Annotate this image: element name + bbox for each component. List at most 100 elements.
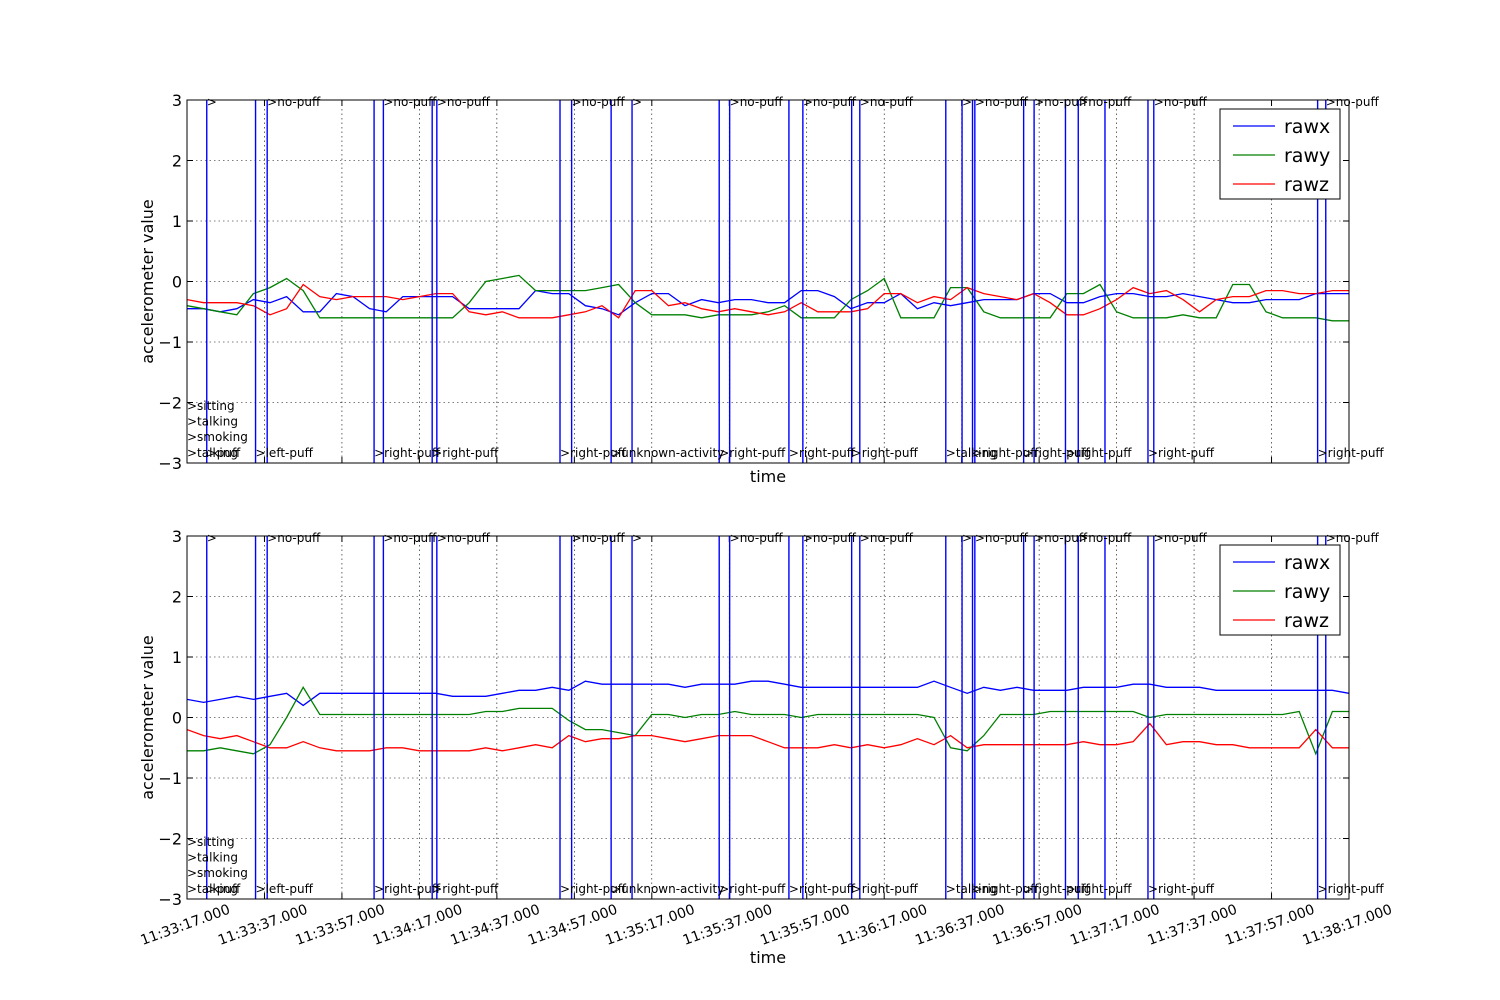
y-tick-label: −1 bbox=[158, 769, 182, 788]
legend: rawx rawy rawz bbox=[1219, 544, 1341, 636]
annotation-bottom: >unknown-activity bbox=[611, 882, 724, 896]
annotation-top: > bbox=[632, 95, 642, 109]
legend-label: rawx bbox=[1284, 552, 1330, 574]
annotation-bottom: >right-puff bbox=[432, 882, 499, 896]
y-tick-label: −3 bbox=[158, 454, 182, 473]
annotation-bottom: >right-puff bbox=[1318, 882, 1385, 896]
annotation-top: > bbox=[207, 95, 217, 109]
annotation-top: >no-puff bbox=[437, 95, 491, 109]
series-line-rawz bbox=[187, 722, 1349, 752]
x-tick-label: 11:38:17.000 bbox=[1301, 902, 1395, 949]
annotation-stack: >smoking bbox=[187, 430, 248, 444]
annotation-bottom: >right-puff bbox=[852, 882, 919, 896]
annotation-bottom: >talking bbox=[946, 446, 997, 460]
x-axis-label: time bbox=[750, 948, 786, 967]
annotation-top: > bbox=[632, 531, 642, 545]
annotation-top: >no-puff bbox=[730, 531, 784, 545]
annotation-top: > bbox=[962, 531, 972, 545]
legend-label: rawy bbox=[1284, 145, 1330, 167]
annotation-bottom: >talking bbox=[187, 882, 238, 896]
annotation-bottom: >right-puff bbox=[1148, 882, 1215, 896]
series-line-rawy bbox=[187, 686, 1349, 756]
annotation-top: >no-puff bbox=[1154, 531, 1208, 545]
annotation-bottom: >right-puff bbox=[1065, 882, 1132, 896]
annotation-top: >no-puff bbox=[1034, 95, 1088, 109]
y-tick-label: −2 bbox=[158, 394, 182, 413]
annotation-bottom: >right-puff bbox=[719, 446, 786, 460]
y-tick-label: −1 bbox=[158, 333, 182, 352]
annotation-bottom: >right-puff bbox=[1148, 446, 1215, 460]
y-tick-label: −3 bbox=[158, 890, 182, 909]
annotation-bottom: >right-puff bbox=[1024, 882, 1091, 896]
y-tick-label: 3 bbox=[172, 527, 182, 546]
annotation-top: > bbox=[962, 95, 972, 109]
annotation-bottom: >talking bbox=[187, 446, 238, 460]
annotation-bottom: >right-puff bbox=[374, 446, 441, 460]
x-axis-label: time bbox=[750, 467, 786, 486]
annotation-top: >no-puff bbox=[860, 95, 914, 109]
legend: rawx rawy rawz bbox=[1219, 108, 1341, 200]
annotation-bottom: >puff bbox=[207, 446, 241, 460]
y-tick-label: 2 bbox=[172, 588, 182, 607]
y-tick-label: −2 bbox=[158, 830, 182, 849]
series-line-rawx bbox=[187, 289, 1349, 316]
annotation-top: >no-puff bbox=[267, 95, 321, 109]
annotation-top: > bbox=[207, 531, 217, 545]
legend-label: rawz bbox=[1284, 610, 1329, 632]
annotation-bottom: >right-puff bbox=[1318, 446, 1385, 460]
annotation-top: >no-puff bbox=[860, 531, 914, 545]
annotation-stack: >sitting bbox=[187, 399, 235, 413]
annotation-bottom: >right-puff bbox=[852, 446, 919, 460]
annotation-bottom: >talking bbox=[946, 882, 997, 896]
series-line-rawy bbox=[187, 274, 1349, 322]
annotation-top: >no-puff bbox=[383, 531, 437, 545]
annotation-bottom: >left-puff bbox=[256, 446, 314, 460]
annotation-stack: >talking bbox=[187, 851, 238, 865]
legend-label: rawx bbox=[1284, 116, 1330, 138]
axes-frame bbox=[186, 99, 1350, 464]
annotation-top: >no-puff bbox=[730, 95, 784, 109]
annotation-bottom: >right-puff bbox=[973, 446, 1040, 460]
annotation-top: >no-puff bbox=[1326, 95, 1380, 109]
annotation-bottom: >right-puff bbox=[560, 882, 627, 896]
annotation-bottom: >left-puff bbox=[256, 882, 314, 896]
annotation-bottom: >puff bbox=[207, 882, 241, 896]
annotation-top: >no-puff bbox=[1078, 95, 1132, 109]
series-group bbox=[187, 274, 1349, 322]
y-axis-label: accelerometer value bbox=[138, 199, 157, 363]
annotation-bottom: >right-puff bbox=[789, 882, 856, 896]
annotation-bottom: >right-puff bbox=[1024, 446, 1091, 460]
annotation-bottom: >right-puff bbox=[973, 882, 1040, 896]
annotation-bottom: >right-puff bbox=[789, 446, 856, 460]
annotation-stack: >smoking bbox=[187, 866, 248, 880]
annotation-top: >no-puff bbox=[1154, 95, 1208, 109]
annotation-stack: >talking bbox=[187, 415, 238, 429]
annotation-top: >no-puff bbox=[572, 95, 626, 109]
series-group bbox=[187, 680, 1349, 756]
axes-frame bbox=[186, 535, 1350, 900]
annotation-top: >no-puff bbox=[572, 531, 626, 545]
annotation-top: >no-puff bbox=[267, 531, 321, 545]
y-axis-label: accelerometer value bbox=[138, 635, 157, 799]
y-tick-label: 0 bbox=[172, 273, 182, 292]
annotation-top: >no-puff bbox=[803, 95, 857, 109]
y-tick-label: 1 bbox=[172, 648, 182, 667]
annotation-top: >no-puff bbox=[1078, 531, 1132, 545]
series-line-rawx bbox=[187, 680, 1349, 707]
legend-label: rawz bbox=[1284, 174, 1329, 196]
annotation-top: >no-puff bbox=[1326, 531, 1380, 545]
annotation-stack: >sitting bbox=[187, 835, 235, 849]
annotation-top: >no-puff bbox=[803, 531, 857, 545]
y-tick-label: 1 bbox=[172, 212, 182, 231]
annotation-bottom: >right-puff bbox=[719, 882, 786, 896]
annotation-bottom: >unknown-activity bbox=[611, 446, 724, 460]
annotation-bottom: >right-puff bbox=[432, 446, 499, 460]
annotation-bottom: >right-puff bbox=[374, 882, 441, 896]
annotation-top: >no-puff bbox=[437, 531, 491, 545]
annotation-top: >no-puff bbox=[1034, 531, 1088, 545]
annotation-top: >no-puff bbox=[383, 95, 437, 109]
y-tick-label: 3 bbox=[172, 91, 182, 110]
